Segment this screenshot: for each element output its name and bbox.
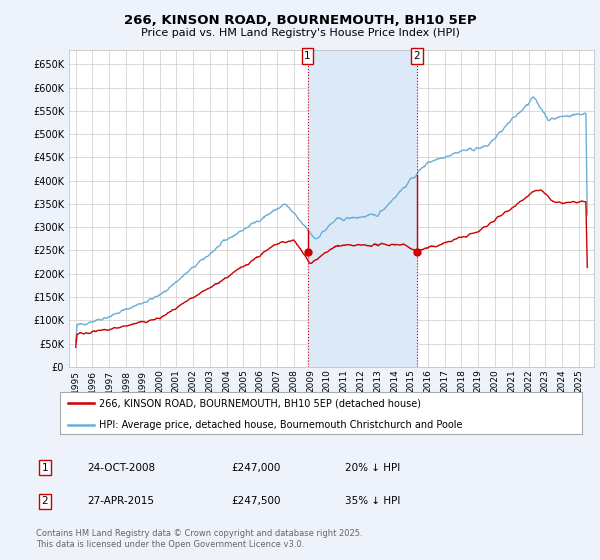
Text: 1: 1 <box>41 463 49 473</box>
Text: 27-APR-2015: 27-APR-2015 <box>87 496 154 506</box>
Text: 24-OCT-2008: 24-OCT-2008 <box>87 463 155 473</box>
Text: £247,500: £247,500 <box>231 496 281 506</box>
Text: 35% ↓ HPI: 35% ↓ HPI <box>345 496 400 506</box>
Text: 266, KINSON ROAD, BOURNEMOUTH, BH10 5EP: 266, KINSON ROAD, BOURNEMOUTH, BH10 5EP <box>124 14 476 27</box>
Text: £247,000: £247,000 <box>231 463 280 473</box>
Text: HPI: Average price, detached house, Bournemouth Christchurch and Poole: HPI: Average price, detached house, Bour… <box>99 420 463 430</box>
Text: 1: 1 <box>304 51 311 61</box>
Text: Price paid vs. HM Land Registry's House Price Index (HPI): Price paid vs. HM Land Registry's House … <box>140 28 460 38</box>
Text: 2: 2 <box>413 51 420 61</box>
Bar <box>308 50 417 367</box>
Text: 266, KINSON ROAD, BOURNEMOUTH, BH10 5EP (detached house): 266, KINSON ROAD, BOURNEMOUTH, BH10 5EP … <box>99 398 421 408</box>
Text: Contains HM Land Registry data © Crown copyright and database right 2025.
This d: Contains HM Land Registry data © Crown c… <box>36 529 362 549</box>
Text: 20% ↓ HPI: 20% ↓ HPI <box>345 463 400 473</box>
Text: 2: 2 <box>41 496 49 506</box>
